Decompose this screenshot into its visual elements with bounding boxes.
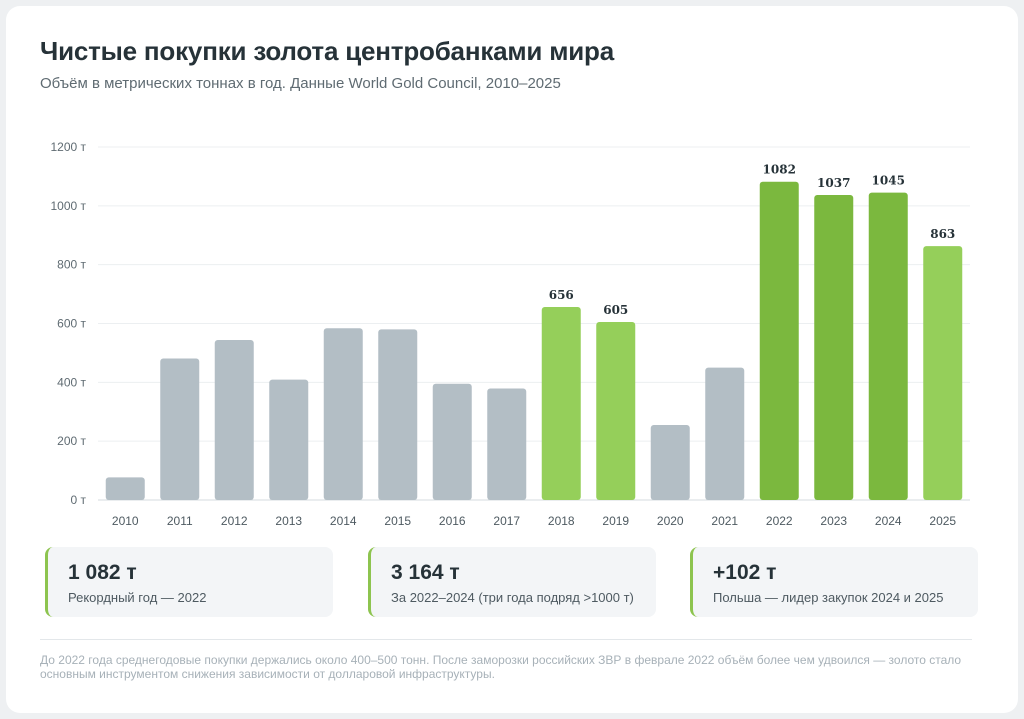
bar [596, 322, 636, 500]
y-tick-label: 800 т [57, 258, 86, 272]
x-tick-label: 2025 [929, 514, 956, 528]
bar [378, 329, 418, 500]
x-tick-label: 2021 [711, 514, 738, 528]
bar [541, 307, 581, 500]
x-tick-label: 2019 [602, 514, 629, 528]
stat-label: Рекордный год — 2022 [68, 590, 207, 605]
page-title: Чистые покупки золота центробанками мира [40, 36, 614, 66]
divider [40, 639, 972, 640]
x-tick-label: 2023 [820, 514, 847, 528]
bar [814, 194, 854, 501]
footnote: До 2022 года среднегодовые покупки держа… [40, 653, 962, 681]
bar-chart: 0 т 200 т 400 т 600 т 800 т 1000 т 1200 т 2010 2… [50, 140, 970, 528]
x-tick-label: 2020 [657, 514, 684, 528]
x-tick-label: 2016 [439, 514, 466, 528]
data-label: 863 [930, 227, 955, 241]
stat-value: +102 т [713, 561, 777, 584]
stat-card-poland: +102 т Польша — лидер закупок 2024 и 202… [690, 547, 978, 617]
x-tick-label: 2013 [275, 514, 302, 528]
data-label: 1037 [817, 176, 850, 190]
bar [759, 181, 799, 500]
stat-value: 3 164 т [391, 561, 460, 584]
bar [214, 339, 254, 500]
bar [160, 358, 200, 500]
bar [705, 367, 745, 500]
bar [269, 379, 309, 500]
x-tick-label: 2010 [112, 514, 139, 528]
data-label: 656 [549, 288, 574, 302]
y-tick-label: 1000 т [50, 199, 86, 213]
x-tick-label: 2012 [221, 514, 248, 528]
bar [432, 383, 472, 500]
bar [923, 246, 963, 500]
data-label: 1082 [763, 163, 796, 177]
stat-label: За 2022–2024 (три года подряд >1000 т) [391, 590, 634, 605]
x-tick-label: 2017 [493, 514, 520, 528]
stat-card-record: 1 082 т Рекордный год — 2022 [45, 547, 333, 617]
bar [868, 192, 908, 501]
x-tick-label: 2014 [330, 514, 357, 528]
x-tick-label: 2015 [384, 514, 411, 528]
y-tick-label: 400 т [57, 375, 86, 389]
data-label: 1045 [872, 174, 905, 188]
bar [487, 388, 527, 500]
x-tick-label: 2011 [167, 514, 193, 528]
y-tick-label: 0 т [70, 493, 86, 507]
x-tick-label: 2024 [875, 514, 902, 528]
stat-value: 1 082 т [68, 561, 137, 584]
stat-label: Польша — лидер закупок 2024 и 2025 [713, 590, 944, 605]
y-tick-label: 200 т [57, 434, 86, 448]
bar [650, 424, 690, 500]
x-tick-label: 2022 [766, 514, 793, 528]
stat-card-total: 3 164 т За 2022–2024 (три года подряд >1… [368, 547, 656, 617]
y-tick-label: 1200 т [50, 140, 86, 154]
y-tick-label: 600 т [57, 317, 86, 331]
page-subtitle: Объём в метрических тоннах в год. Данные… [40, 75, 561, 92]
x-tick-label: 2018 [548, 514, 575, 528]
bar [105, 477, 145, 500]
bar [323, 328, 363, 500]
data-label: 605 [603, 303, 628, 317]
